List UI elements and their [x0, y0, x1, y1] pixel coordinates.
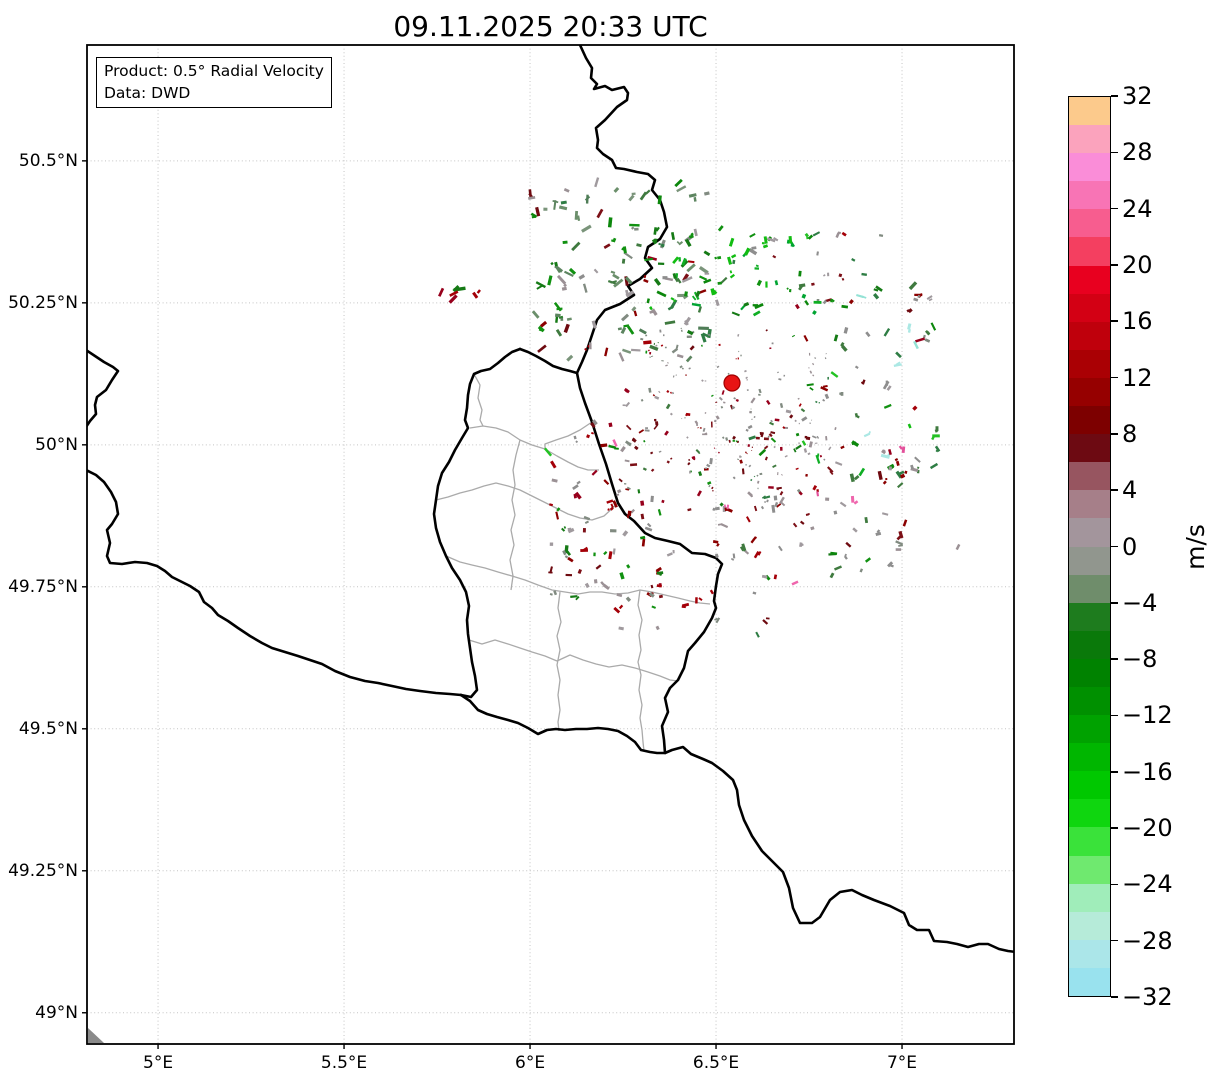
colorbar-tick-mark: [1111, 320, 1118, 323]
colorbar-segment: [1069, 349, 1110, 378]
colorbar-tick-mark: [1111, 207, 1118, 210]
colorbar-segment: [1069, 686, 1110, 716]
colorbar-segment: [1069, 434, 1110, 463]
colorbar-segment: [1069, 799, 1110, 828]
colorbar-segment: [1069, 153, 1110, 182]
colorbar-tick-mark: [1111, 545, 1118, 548]
data-source-line: Data: DWD: [104, 84, 191, 102]
colorbar-tick-label: 8: [1122, 419, 1138, 448]
colorbar-segment: [1069, 855, 1110, 884]
colorbar-segment: [1069, 125, 1110, 154]
colorbar-segment: [1069, 771, 1110, 800]
y-tick-label: 49°N: [35, 1002, 78, 1023]
colorbar-tick-label: 12: [1122, 363, 1153, 392]
colorbar-segment: [1069, 293, 1110, 322]
colorbar-segment: [1069, 602, 1110, 631]
colorbar-unit-label: m/s: [1181, 524, 1210, 570]
colorbar-tick-label: 16: [1122, 307, 1153, 336]
x-tick-label: 6°E: [515, 1053, 546, 1073]
colorbar-segment: [1069, 406, 1110, 435]
colorbar-segment: [1069, 377, 1110, 407]
colorbar-segment: [1069, 911, 1110, 940]
colorbar-segment: [1069, 490, 1110, 519]
x-tick-label: 7°E: [886, 1053, 918, 1073]
colorbar-segment: [1069, 321, 1110, 350]
colorbar-tick-label: −4: [1122, 588, 1158, 617]
colorbar-segment: [1069, 967, 1110, 996]
colorbar-segment: [1069, 462, 1110, 491]
colorbar-segment: [1069, 237, 1110, 266]
colorbar-tick-label: 0: [1122, 532, 1138, 561]
colorbar-tick-mark: [1111, 151, 1118, 154]
tick-marks: [82, 160, 903, 1049]
x-tick-label: 6.5°E: [692, 1053, 740, 1073]
colorbar-tick-mark: [1111, 95, 1118, 97]
colorbar-tick-label: 28: [1122, 138, 1153, 167]
colorbar-tick-mark: [1111, 376, 1118, 379]
colorbar-tick-mark: [1111, 770, 1118, 773]
gridlines: [87, 45, 1014, 1044]
colorbar-segment: [1069, 209, 1110, 238]
plot-frame: [86, 44, 1015, 1045]
colorbar-tick-label: 20: [1122, 250, 1153, 279]
colorbar: [1068, 96, 1111, 997]
colorbar-tick-label: 4: [1122, 476, 1138, 505]
colorbar-tick-mark: [1111, 658, 1118, 660]
colorbar-segment: [1069, 181, 1110, 210]
colorbar-tick-mark: [1111, 883, 1118, 886]
y-tick-label: 50.5°N: [18, 150, 78, 171]
colorbar-tick-mark: [1111, 433, 1118, 435]
colorbar-segment: [1069, 658, 1110, 687]
y-tick-label: 50.25°N: [8, 292, 78, 313]
colorbar-segment: [1069, 715, 1110, 744]
colorbar-segment: [1069, 574, 1110, 603]
colorbar-tick-label: −16: [1122, 757, 1173, 786]
colorbar-tick-mark: [1111, 489, 1118, 491]
coastline-fragment: [88, 1028, 104, 1043]
colorbar-tick-label: −12: [1122, 701, 1173, 730]
product-info-box: Product: 0.5° Radial Velocity Data: DWD: [96, 57, 332, 108]
colorbar-segment: [1069, 265, 1110, 294]
colorbar-tick-label: −32: [1122, 983, 1173, 1011]
x-tick-label: 5.5°E: [320, 1053, 368, 1073]
colorbar-tick-label: −28: [1122, 926, 1173, 955]
colorbar-tick-label: −8: [1122, 645, 1158, 674]
y-tick-label: 49.75°N: [8, 576, 78, 597]
colorbar-segment: [1069, 518, 1110, 547]
colorbar-segment: [1069, 743, 1110, 772]
colorbar-segment: [1069, 97, 1110, 126]
y-tick-label: 50°N: [35, 434, 78, 455]
colorbar-tick-mark: [1111, 996, 1118, 998]
colorbar-tick-label: 32: [1122, 82, 1153, 110]
colorbar-tick-mark: [1111, 939, 1118, 942]
x-tick-label: 5°E: [143, 1053, 174, 1073]
product-name-line: Product: 0.5° Radial Velocity: [104, 62, 324, 80]
colorbar-segment: [1069, 939, 1110, 968]
colorbar-segment: [1069, 827, 1110, 856]
colorbar-tick-mark: [1111, 602, 1118, 604]
colorbar-tick-mark: [1111, 714, 1118, 717]
colorbar-tick-mark: [1111, 264, 1118, 266]
colorbar-tick-label: −24: [1122, 870, 1173, 899]
canton-borders: [435, 373, 711, 752]
national-borders: [87, 45, 1014, 954]
radar-site-marker: [723, 374, 741, 392]
colorbar-tick-mark: [1111, 827, 1118, 829]
colorbar-segment: [1069, 546, 1110, 575]
colorbar-segment: [1069, 630, 1110, 659]
y-tick-label: 49.25°N: [8, 860, 78, 881]
figure-title: 09.11.2025 20:33 UTC: [393, 10, 708, 43]
radar-velocity-echoes: [438, 177, 961, 638]
colorbar-tick-label: −20: [1122, 814, 1173, 843]
y-tick-label: 49.5°N: [18, 718, 78, 739]
colorbar-tick-label: 24: [1122, 194, 1153, 223]
colorbar-segment: [1069, 883, 1110, 912]
